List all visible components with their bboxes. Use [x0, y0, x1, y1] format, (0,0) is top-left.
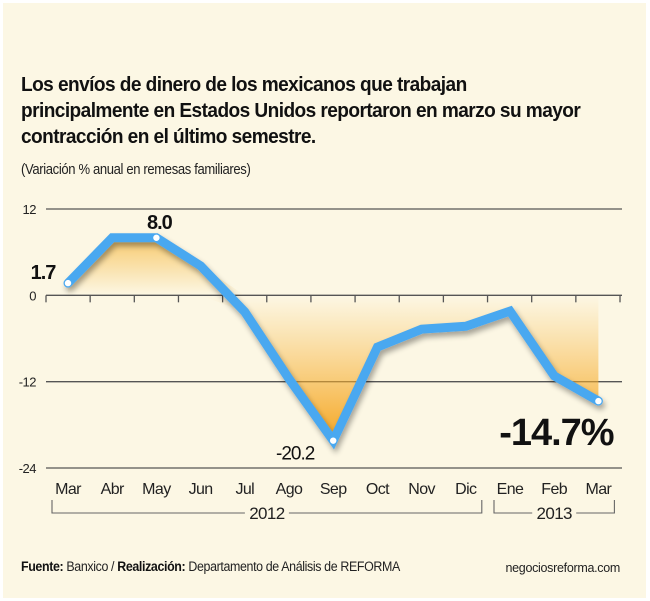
source-credit: Fuente: Banxico / Realización: Departame…: [21, 559, 400, 574]
x-tick-label: May: [142, 481, 171, 498]
x-tick-label: Sep: [320, 481, 347, 498]
x-tick-label: Ene: [497, 481, 524, 498]
year-bracket: [51, 500, 483, 514]
data-point-marker: [153, 234, 160, 241]
data-point-marker: [330, 437, 337, 444]
y-tick-label: -12: [19, 375, 37, 390]
x-tick-label: Oct: [366, 481, 390, 498]
x-tick-label: Mar: [55, 481, 82, 498]
year-label: 2012: [249, 504, 285, 523]
website-link[interactable]: negociosreforma.com: [505, 561, 621, 575]
x-axis-ticks: [45, 295, 621, 303]
x-tick-label: Abr: [101, 481, 125, 498]
x-tick-label: Mar: [586, 481, 613, 498]
area-fill: [68, 237, 599, 441]
credit-value: Departamento de Análisis de REFORMA: [188, 559, 400, 574]
data-label: 8.0: [147, 212, 173, 234]
data-label: -20.2: [276, 444, 315, 465]
x-tick-label: Jun: [189, 481, 213, 498]
x-tick-label: Ago: [276, 481, 303, 498]
source-label: Fuente:: [21, 559, 64, 574]
year-label: 2013: [536, 504, 572, 523]
y-tick-label: 0: [29, 288, 36, 303]
x-tick-label: Nov: [408, 481, 435, 498]
data-point-marker: [595, 397, 602, 405]
chart-subtitle: (Variación % anual en remesas familiares…: [21, 162, 251, 178]
year-brackets: 2012 2013: [51, 500, 615, 523]
x-tick-label: Jul: [235, 481, 254, 498]
area-positive: [68, 237, 599, 296]
x-tick-label: Dic: [455, 481, 477, 498]
y-axis: 12 0 -12 -24: [19, 202, 37, 476]
x-tick-label: Feb: [541, 481, 567, 498]
chart-title: Los envíos de dinero de los mexicanos qu…: [21, 73, 581, 148]
x-axis-labels: Mar Abr May Jun Jul Ago Sep Oct Nov Dic Ene Feb Mar: [55, 481, 613, 498]
data-labels: 1.7 8.0 -20.2 -14.7%: [31, 212, 615, 465]
y-tick-label: 12: [23, 202, 37, 217]
data-point-marker: [64, 279, 72, 287]
source-value: Banxico /: [66, 559, 115, 574]
data-label: 1.7: [31, 262, 57, 284]
area-negative: [68, 295, 599, 441]
credit-label: Realización:: [117, 559, 186, 574]
data-label: -14.7%: [499, 412, 614, 454]
year-bracket: [493, 500, 615, 514]
y-tick-label: -24: [19, 461, 37, 476]
